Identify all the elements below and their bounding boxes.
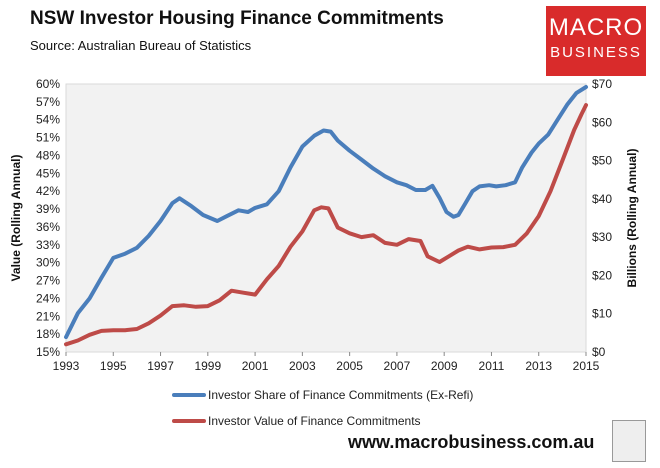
x-tick-label: 1999 [194,359,221,373]
x-tick-label: 2009 [431,359,458,373]
y-tick-label: 60% [36,77,60,91]
legend-label-value: Investor Value of Finance Commitments [208,414,421,428]
y-tick-label: 21% [36,309,60,323]
macrobusiness-logo[interactable]: MACRO BUSINESS [546,6,646,76]
footer-url[interactable]: www.macrobusiness.com.au [348,432,595,452]
right-axis-ticks: $0 $10 $20 $30 $40 $50 $60 $70 [592,77,612,359]
series-line-investor-share [64,85,588,340]
x-tick-label: 2011 [479,359,505,373]
legend: Investor Share of Finance Commitments (E… [172,388,473,428]
y-tick-label: 18% [36,327,60,341]
x-tick-label: 1993 [53,359,80,373]
wolf-badge-icon [612,420,646,462]
y-axis-label: Value (Rolling Annual) [9,155,23,282]
series-line-investor-value [64,103,588,347]
left-axis-ticks: 15% 18% 21% 24% 27% 30% 33% 36% 39% 42% 45% 48% 51% 5… [36,77,60,359]
y-tick-label: 45% [36,166,60,180]
y-tick-label: 54% [36,113,60,127]
y-tick-label: 51% [36,131,60,145]
chart-subtitle: Source: Australian Bureau of Statistics [30,38,252,53]
plot-area [65,83,587,353]
y-tick-label: 33% [36,238,60,252]
y-tick-label: 36% [36,220,60,234]
y2-tick-label: $60 [592,115,612,129]
y2-tick-label: $30 [592,230,612,244]
x-tick-label: 2015 [573,359,600,373]
x-tick-label: 2003 [289,359,316,373]
y-tick-label: 27% [36,274,60,288]
y2-tick-label: $70 [592,77,612,91]
y2-tick-label: $50 [592,154,612,168]
x-tick-label: 2005 [336,359,363,373]
logo-line-2: BUSINESS [550,44,642,61]
x-tick-label: 1995 [100,359,127,373]
x-tick-label: 2001 [242,359,269,373]
y2-tick-label: $10 [592,307,612,321]
y-tick-label: 30% [36,256,60,270]
chart-title: NSW Investor Housing Finance Commitments [30,8,444,29]
y-tick-label: 15% [36,345,60,359]
x-tick-label: 1997 [147,359,174,373]
series-lines [64,85,588,347]
legend-label-share: Investor Share of Finance Commitments (E… [208,388,473,402]
y2-tick-label: $0 [592,345,606,359]
x-tick-label: 2013 [525,359,552,373]
y2-axis-label: Billions (Rolling Annual) [625,149,639,288]
x-tick-label: 2007 [384,359,411,373]
y-tick-label: 57% [36,95,60,109]
y2-tick-label: $40 [592,192,612,206]
y-tick-label: 48% [36,148,60,162]
y-tick-label: 24% [36,291,60,305]
y-tick-label: 39% [36,202,60,216]
logo-line-1: MACRO [548,14,644,41]
x-axis-ticks: 1993 1995 1997 1999 2001 2003 2005 2007 2009 2011… [53,352,600,373]
y-tick-label: 42% [36,184,60,198]
y2-tick-label: $20 [592,268,612,282]
